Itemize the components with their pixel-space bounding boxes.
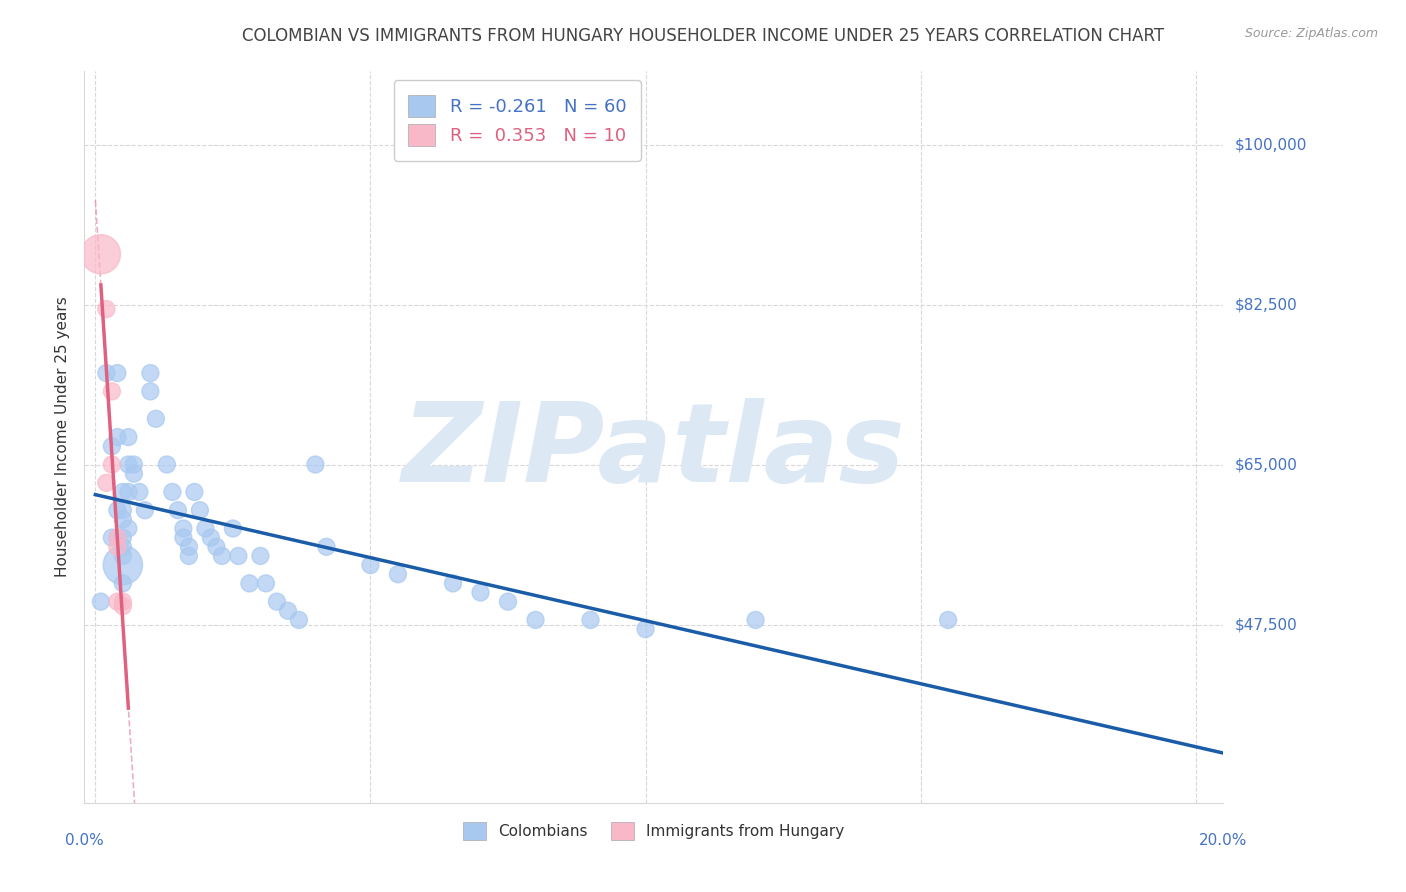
Point xyxy=(744,613,766,627)
Point xyxy=(117,430,139,444)
Point xyxy=(188,503,211,517)
Text: $47,500: $47,500 xyxy=(1234,617,1298,632)
Y-axis label: Householder Income Under 25 years: Householder Income Under 25 years xyxy=(55,297,70,577)
Point xyxy=(470,585,492,599)
Text: $82,500: $82,500 xyxy=(1234,297,1298,312)
Point xyxy=(111,503,134,517)
Text: $65,000: $65,000 xyxy=(1234,457,1298,472)
Point xyxy=(194,521,217,535)
Point xyxy=(183,484,205,499)
Point xyxy=(111,558,134,573)
Text: $100,000: $100,000 xyxy=(1234,137,1306,152)
Point xyxy=(315,540,337,554)
Point xyxy=(496,594,519,608)
Point xyxy=(249,549,271,563)
Point xyxy=(105,594,128,608)
Point xyxy=(304,458,326,472)
Point xyxy=(111,531,134,545)
Point xyxy=(96,301,118,317)
Point xyxy=(139,384,162,399)
Point xyxy=(228,549,250,563)
Point xyxy=(211,549,233,563)
Point xyxy=(111,549,134,563)
Point xyxy=(238,576,260,591)
Point xyxy=(128,484,150,499)
Point xyxy=(266,594,288,608)
Point xyxy=(101,531,124,545)
Point xyxy=(359,558,381,573)
Point xyxy=(111,484,134,499)
Point xyxy=(172,531,194,545)
Point xyxy=(634,622,657,636)
Point xyxy=(222,521,245,535)
Point xyxy=(111,576,134,591)
Text: 0.0%: 0.0% xyxy=(65,833,104,848)
Point xyxy=(111,512,134,526)
Point xyxy=(288,613,311,627)
Legend: Colombians, Immigrants from Hungary: Colombians, Immigrants from Hungary xyxy=(457,815,851,847)
Point xyxy=(101,458,124,472)
Point xyxy=(167,503,190,517)
Point xyxy=(101,384,124,399)
Point xyxy=(96,366,118,380)
Point xyxy=(117,458,139,472)
Point xyxy=(90,247,112,261)
Point xyxy=(177,540,200,554)
Text: Source: ZipAtlas.com: Source: ZipAtlas.com xyxy=(1244,27,1378,40)
Point xyxy=(156,458,179,472)
Point xyxy=(579,613,602,627)
Point xyxy=(145,411,167,425)
Point xyxy=(936,613,959,627)
Point xyxy=(277,604,299,618)
Point xyxy=(117,521,139,535)
Point xyxy=(205,540,228,554)
Point xyxy=(441,576,464,591)
Text: ZIPatlas: ZIPatlas xyxy=(402,398,905,505)
Point xyxy=(105,531,128,545)
Point xyxy=(96,475,118,490)
Point xyxy=(105,531,128,545)
Point xyxy=(254,576,277,591)
Point xyxy=(105,503,128,517)
Point xyxy=(122,467,145,481)
Point xyxy=(117,484,139,499)
Point xyxy=(172,521,194,535)
Point xyxy=(200,531,222,545)
Point xyxy=(105,430,128,444)
Point xyxy=(90,594,112,608)
Text: 20.0%: 20.0% xyxy=(1199,833,1247,848)
Point xyxy=(111,540,134,554)
Point xyxy=(134,503,156,517)
Point xyxy=(111,594,134,608)
Point xyxy=(101,439,124,453)
Point xyxy=(139,366,162,380)
Point xyxy=(111,599,134,614)
Point xyxy=(105,366,128,380)
Point xyxy=(122,458,145,472)
Text: COLOMBIAN VS IMMIGRANTS FROM HUNGARY HOUSEHOLDER INCOME UNDER 25 YEARS CORRELATI: COLOMBIAN VS IMMIGRANTS FROM HUNGARY HOU… xyxy=(242,27,1164,45)
Point xyxy=(162,484,184,499)
Point xyxy=(387,567,409,582)
Point xyxy=(105,540,128,554)
Point xyxy=(177,549,200,563)
Point xyxy=(524,613,547,627)
